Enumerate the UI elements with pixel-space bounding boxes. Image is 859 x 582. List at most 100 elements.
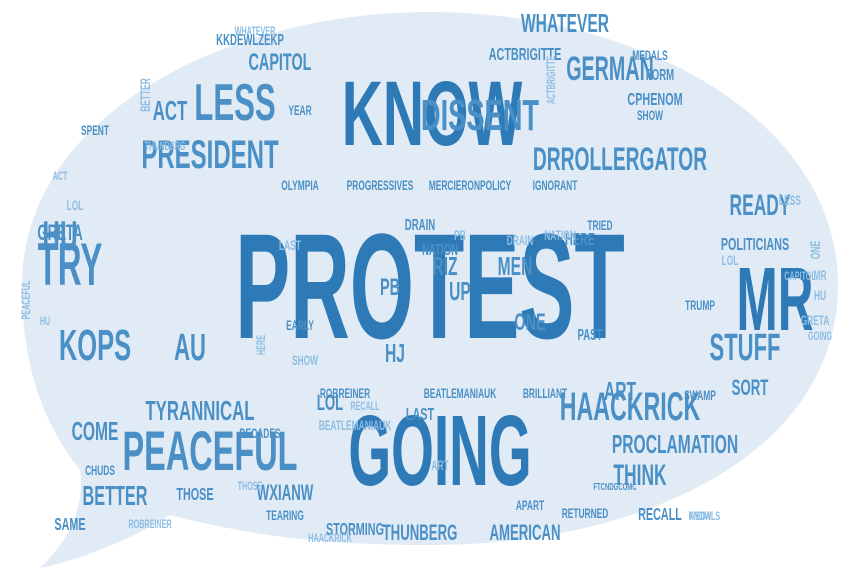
word-men: MEN [498, 252, 533, 281]
word-capitol: CAPITOL [249, 49, 312, 76]
word-past: PAST [578, 325, 603, 343]
word-last-small: LAST [279, 239, 301, 254]
word-tearing: TEARING [266, 509, 304, 524]
word-better-small: BETTER [139, 78, 154, 112]
word-recall: RECALL [638, 505, 682, 524]
word-act: ACT [153, 95, 188, 127]
word-here: HERE [565, 230, 595, 249]
word-drain: DRAIN [405, 215, 435, 233]
word-returned: RETURNED [562, 507, 609, 522]
word-decades: DECADES [239, 427, 280, 442]
word-same: SAME [54, 515, 85, 534]
word-actbrigitte-small: ACTBRIGITTE [545, 56, 558, 105]
word-mr: MR [737, 249, 814, 349]
word-beatlemaniauk-small: BEATLEMANIAUK [319, 419, 392, 434]
word-sort: SORT [732, 376, 769, 400]
word-haackrick-small: HAACKRICK [308, 532, 352, 545]
word-whatever-small: WHATEVER [235, 25, 276, 38]
word-early: EARLY [286, 319, 314, 334]
word-brilliant: BRILLIANT [523, 387, 567, 402]
word-apart: APART [516, 499, 544, 514]
word-protest: PROTEST [235, 202, 625, 371]
word-one-small: ONE [809, 241, 824, 259]
word-proclamation: PROCLAMATION [612, 430, 738, 459]
speech-bubble-shape [22, 12, 838, 568]
word-going-small: GOING [808, 330, 832, 343]
word-show: SHOW [637, 109, 663, 124]
word-form: FORM [646, 65, 674, 83]
word-know: KNOW [342, 63, 523, 165]
word-thunberg-small: THUNBERG [145, 140, 186, 153]
word-tried: TRIED [587, 219, 612, 234]
word-whatever: WHATEVER [521, 9, 609, 38]
word-olympia: OLYMPIA [281, 179, 319, 194]
word-thunberg: THUNBERG [383, 521, 458, 545]
word-swamp: SWAMP [684, 389, 716, 404]
word-lol-small: LOL [67, 199, 84, 214]
word-nation-small: NATION [544, 229, 576, 244]
word-president: PRESIDENT [141, 132, 278, 177]
word-capitol-small: CAPITOL [784, 270, 815, 283]
word-one: ONE [514, 309, 545, 336]
word-tyrannical: TYRANNICAL [145, 395, 254, 427]
word-cphenom: CPHENOM [627, 90, 682, 109]
word-up: UP [449, 277, 471, 306]
word-robreiner-small: ROBREINER [128, 518, 171, 531]
word-try: TRY [38, 232, 103, 299]
word-hu-small: HU [814, 289, 826, 304]
word-less: LESS [194, 74, 275, 132]
word-actbrigitte: ACTBRIGITTE [489, 45, 562, 64]
word-better: BETTER [83, 479, 148, 511]
word-lol-small: LOL [722, 254, 739, 269]
word-kops: KOPS [59, 320, 131, 370]
word-art-small: ART [431, 459, 448, 474]
word-au: AU [174, 326, 206, 369]
word-those: THOSE [176, 485, 213, 504]
word-peaceful: PEACEFUL [122, 420, 297, 482]
word-mr-small: MR [813, 269, 827, 284]
word-medals-small: MEDALS [690, 510, 721, 523]
word-year: YEAR [288, 104, 312, 119]
word-drrollergator: DRROLLERGATOR [533, 141, 707, 177]
word-ready: READY [730, 189, 791, 222]
word-here-small: HERE [255, 335, 268, 355]
word-riz: RIZ [432, 252, 457, 281]
word-greta-small: GRETA [801, 314, 830, 329]
word-ignorant: IGNORANT [533, 179, 578, 194]
word-storming: STORMING [326, 520, 384, 539]
word-lol: LOL [317, 391, 343, 415]
word-those-small: THOSE [238, 480, 263, 493]
word-politicians: POLITICIANS [721, 235, 789, 254]
word-mercieronpolicy: MERCIERONPOLICY [429, 179, 512, 194]
word-haackrick: HAACKRICK [560, 383, 701, 428]
word-beatlemaniauk: BEATLEMANIAUK [424, 387, 497, 402]
word-medals: MEDALS [632, 49, 668, 64]
word-wxianw: WXIANW [257, 481, 314, 505]
word-robreiner: ROBREINER [320, 387, 371, 402]
word-less-small: LESS [779, 194, 801, 209]
word-dissent: DISSENT [421, 90, 539, 139]
word-going: GOING [348, 396, 531, 508]
word-american: AMERICAN [489, 521, 560, 545]
word-stuff: STUFF [710, 326, 781, 369]
word-progressives: PROGRESSIVES [347, 179, 414, 194]
word-peaceful-small: PEACEFUL [20, 281, 33, 320]
word-know-small: KNOW [689, 510, 712, 523]
word-last: LAST [406, 405, 434, 424]
word-act-small: ACT [53, 170, 68, 183]
word-pb-small: PB [454, 229, 466, 244]
word-kkdewlzekp: KKDEWLZEKP [216, 30, 284, 48]
word-hu-small: HU [40, 315, 50, 328]
word-hj: HJ [385, 339, 405, 368]
word-ftcndgcomc: FTCNDGCOMC [593, 482, 636, 493]
word-pb: PB [380, 274, 400, 301]
word-german: GERMAN [566, 49, 654, 87]
word-art: ART [604, 377, 636, 406]
word-chuds: CHUDS [85, 464, 115, 479]
word-drain-small: DRAIN [507, 234, 534, 249]
word-think: THINK [613, 459, 666, 492]
word-nation: NATION [422, 240, 458, 258]
